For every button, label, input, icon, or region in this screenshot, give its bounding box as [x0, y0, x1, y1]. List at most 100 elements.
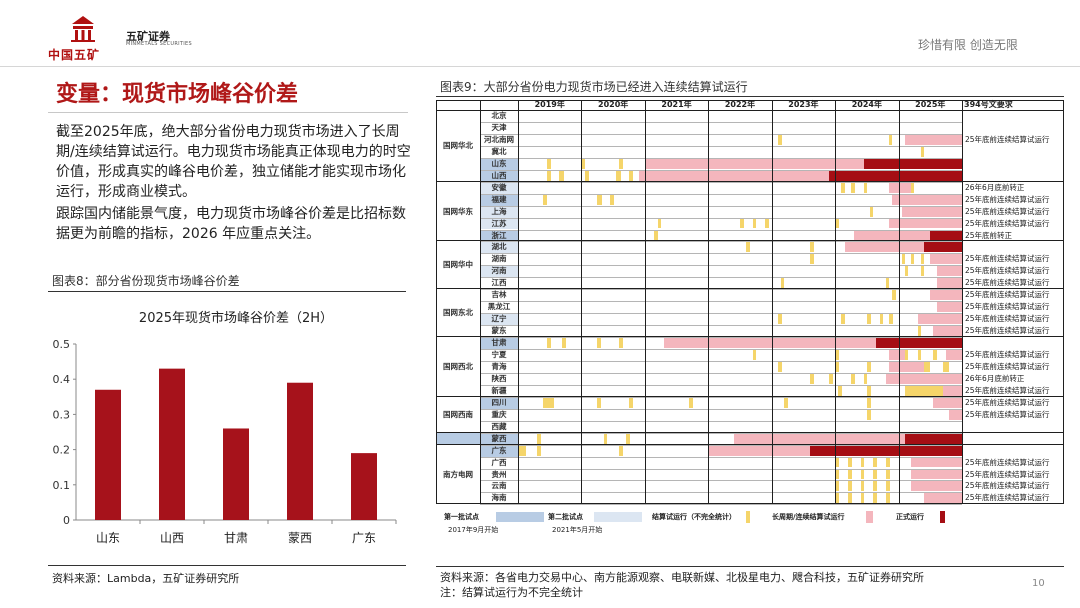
requirement-安徽: 26年6月底前转正	[965, 182, 1025, 192]
page-number: 10	[1032, 578, 1045, 589]
province-贵州: 贵州	[480, 468, 518, 481]
row-gridline	[480, 468, 962, 470]
bar-trial-冀北	[920, 146, 924, 157]
requirement-贵州: 25年底前连续结算试运行	[965, 469, 1050, 479]
province-云南: 云南	[480, 480, 518, 493]
region-国网西北: 国网西北	[443, 362, 473, 372]
bar-long-四川	[933, 397, 962, 408]
province-蒙东: 蒙东	[480, 325, 518, 338]
bar-trial-辽宁	[866, 314, 871, 325]
bar-long-海南	[923, 493, 962, 504]
bar-1	[95, 389, 121, 520]
row-gridline	[480, 265, 962, 267]
bar-trial-江西	[885, 278, 890, 289]
province-江西: 江西	[480, 277, 518, 290]
row-gridline	[480, 289, 962, 291]
bar-trial-浙江	[654, 230, 659, 241]
slogan: 珍惜有限 创造无限	[918, 38, 1018, 52]
region-国网西南: 国网西南	[443, 409, 473, 419]
bar-trial-四川	[629, 397, 633, 408]
bar-trial-江苏	[740, 218, 744, 229]
region-国网华北: 国网华北	[443, 141, 473, 150]
y-tick-label: 0.1	[53, 479, 71, 492]
province-湖北: 湖北	[480, 241, 518, 254]
row-gridline	[480, 277, 962, 279]
bar-2	[159, 368, 185, 520]
bar-formal-浙江	[930, 230, 962, 241]
bar-trial-山西	[559, 170, 564, 181]
region-separator	[436, 240, 1064, 242]
bar-trial-四川	[784, 397, 789, 408]
row-gridline	[480, 396, 962, 398]
bar-long-上海	[901, 206, 962, 217]
chart-title: 2025年现货市场峰谷价差（2H）	[139, 310, 333, 326]
province-西藏: 西藏	[480, 420, 518, 433]
row-gridline	[480, 480, 962, 482]
province-北京: 北京	[480, 110, 518, 122]
province-吉林: 吉林	[480, 289, 518, 302]
bar-trial-青海	[942, 361, 950, 372]
requirement-上海: 25年底前连续结算试运行	[965, 206, 1050, 216]
bar-trial-湖北	[746, 242, 751, 253]
bar-trial-贵州	[885, 469, 890, 480]
requirement-黑龙江: 25年底前连续结算试运行	[965, 302, 1050, 312]
legend-batch1-label: 第一批试点	[444, 513, 479, 522]
title-divider	[48, 112, 408, 113]
bar-trial-海南	[860, 493, 865, 504]
row-gridline	[480, 432, 962, 434]
bar-trial-辽宁	[778, 314, 782, 325]
bar-long-河南	[936, 266, 962, 277]
requirement-重庆: 25年底前连续结算试运行	[965, 409, 1050, 419]
bar-trial-四川	[866, 397, 871, 408]
province-山西: 山西	[480, 169, 518, 182]
bar-formal-山东	[863, 158, 962, 169]
row-gridline	[480, 420, 962, 422]
bar-trial-江苏	[765, 218, 770, 229]
bar-trial-福建	[597, 194, 602, 205]
bar-trial-江苏	[657, 218, 662, 229]
bar-long-辽宁	[917, 314, 962, 325]
bar-trial-安徽	[911, 182, 915, 193]
bar-trial-吉林	[892, 290, 897, 301]
legend-formal-swatch	[940, 511, 945, 524]
peak-valley-bar-chart: 2025年现货市场峰谷价差（2H） 0 0.1 0.2 0.3 0.4 0.5 山东 山西 甘肃 蒙…	[53, 310, 397, 545]
region-南方电网: 南方电网	[443, 469, 473, 479]
bar-trial-安徽	[851, 182, 855, 193]
bar-trial-广东	[619, 445, 624, 456]
year-header-2025年: 2025年	[915, 100, 946, 109]
bar-trial-广东	[537, 445, 541, 456]
legend-formal-label: 正式运行	[896, 513, 924, 522]
bar-trial-广西	[847, 457, 852, 468]
province-辽宁: 辽宁	[480, 313, 518, 326]
paragraph-1: 截至2025年底，绝大部分省份电力现货市场进入了长周期/连续结算试运行。电力现货…	[56, 124, 411, 200]
bar-long-陕西	[885, 373, 918, 384]
col-gridline	[898, 100, 900, 505]
chart8-caption-rule	[48, 291, 406, 292]
chart8-caption: 图表8：部分省份现货市场峰谷价差	[52, 274, 240, 288]
bar-trial-湖南	[920, 254, 924, 265]
bar-trial-陕西	[809, 373, 814, 384]
province-上海: 上海	[480, 205, 518, 218]
chart8-bottom-rule	[48, 565, 406, 566]
bar-trial-甘肃	[619, 338, 624, 348]
bar-trial-蒙西	[625, 433, 630, 444]
row-gridline	[480, 157, 962, 159]
row-gridline	[480, 408, 962, 410]
logo-text-sub: 五矿证券	[126, 30, 170, 43]
bar-3	[223, 428, 249, 520]
province-蒙西: 蒙西	[480, 432, 518, 445]
row-gridline	[480, 325, 962, 327]
y-tick-label: 0.4	[53, 373, 71, 386]
bar-formal-广东	[809, 445, 962, 456]
bar-long-河北南网	[904, 134, 962, 145]
bar-trial-云南	[847, 481, 852, 492]
col-gridline	[480, 100, 481, 505]
row-gridline	[480, 253, 962, 255]
bar-trial-河南	[904, 266, 909, 277]
requirement-河北南网: 25年底前连续结算试运行	[965, 134, 1050, 144]
col-gridline	[1063, 100, 1064, 505]
row-gridline	[480, 121, 962, 123]
bar-trial-贵州	[873, 469, 877, 480]
bar-trial-宁夏	[752, 350, 757, 360]
bar-trial-河南	[920, 266, 924, 277]
